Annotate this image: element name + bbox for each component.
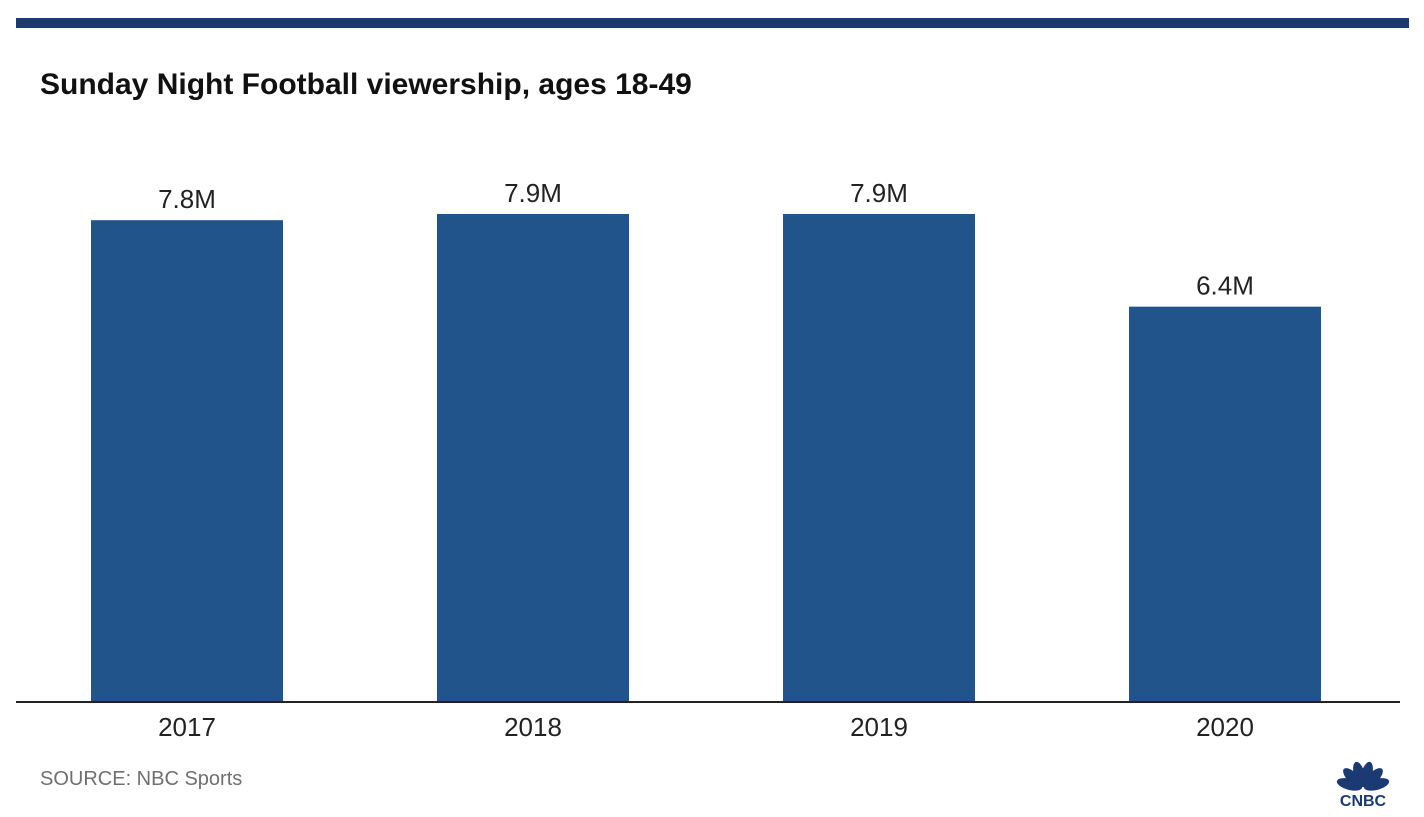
logo-text: CNBC xyxy=(1340,793,1387,808)
cnbc-logo: CNBC xyxy=(1336,761,1390,808)
source-note: SOURCE: NBC Sports xyxy=(40,768,243,790)
value-label-2020: 6.4M xyxy=(1196,271,1254,301)
bars-layer: 7.8M 2017 7.9M 2018 7.9M 2019 6.4M 2020 xyxy=(91,178,1321,742)
chart-title: Sunday Night Football viewership, ages 1… xyxy=(40,68,692,101)
value-label-2017: 7.8M xyxy=(158,184,216,214)
bar-2018 xyxy=(437,214,629,702)
peacock-feather xyxy=(1363,778,1390,791)
bar-2019 xyxy=(783,214,975,702)
x-tick-label-2019: 2019 xyxy=(850,712,908,742)
x-tick-label-2018: 2018 xyxy=(504,712,562,742)
peacock-icon xyxy=(1336,761,1390,791)
value-label-2018: 7.9M xyxy=(504,178,562,208)
value-label-2019: 7.9M xyxy=(850,178,908,208)
bar-2017 xyxy=(91,220,283,702)
bar-2020 xyxy=(1129,306,1321,702)
x-tick-label-2020: 2020 xyxy=(1196,712,1254,742)
x-tick-label-2017: 2017 xyxy=(158,712,216,742)
top-rule xyxy=(16,18,1409,28)
